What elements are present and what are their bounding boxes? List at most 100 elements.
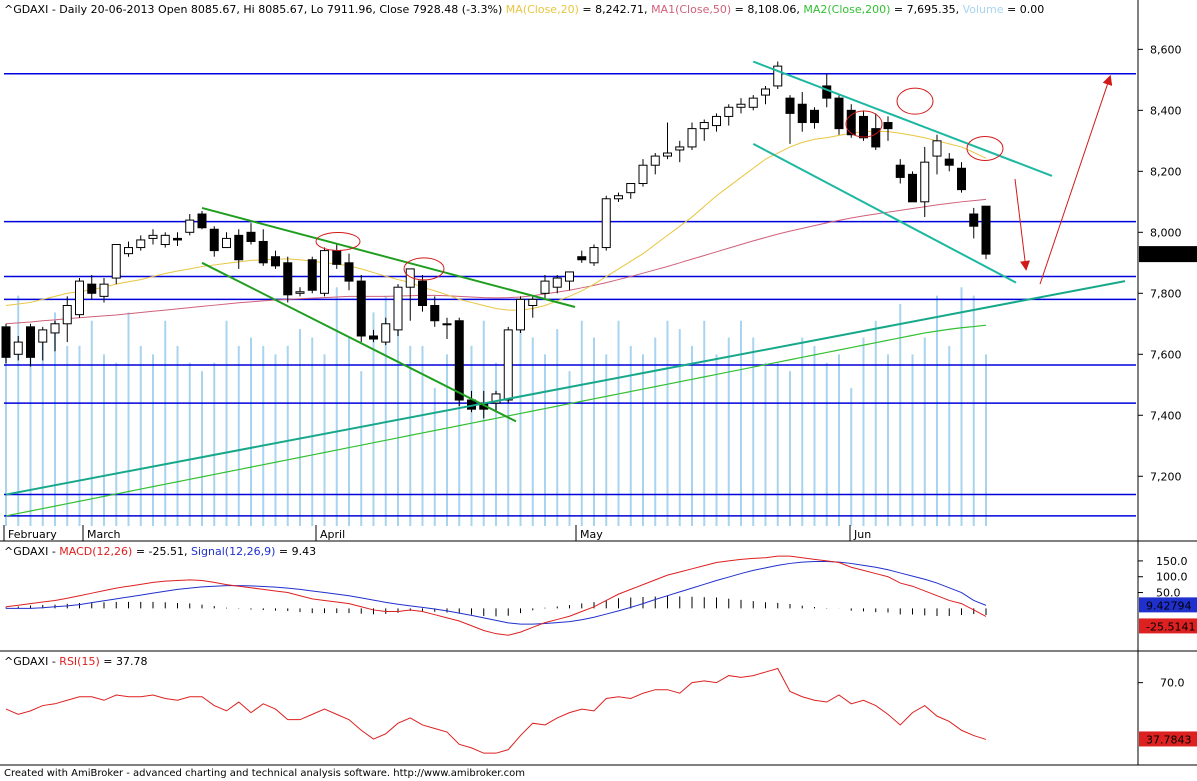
ma20-legend: MA(Close,20) bbox=[505, 3, 579, 16]
price-tick-label: 7,800 bbox=[1150, 287, 1182, 300]
candle-body-down bbox=[871, 128, 881, 148]
candle bbox=[136, 235, 146, 251]
candle-body-up bbox=[124, 247, 133, 255]
price-tick-label: 7,600 bbox=[1150, 348, 1182, 361]
candle-body-down bbox=[356, 280, 366, 337]
candle bbox=[369, 329, 378, 343]
signal-line bbox=[6, 561, 987, 625]
candle-body-down bbox=[834, 97, 844, 130]
candle-body-down bbox=[173, 237, 182, 241]
candle-body-up bbox=[528, 298, 538, 306]
candle-body-up bbox=[111, 244, 121, 279]
candle bbox=[50, 320, 60, 352]
candle bbox=[258, 229, 268, 266]
candle-body-down bbox=[785, 97, 795, 114]
candle-body-up bbox=[13, 341, 23, 355]
candle bbox=[687, 122, 697, 150]
month-label: May bbox=[580, 528, 603, 541]
candle bbox=[148, 229, 158, 245]
candle bbox=[969, 207, 979, 239]
candle bbox=[871, 113, 881, 150]
candle bbox=[834, 95, 844, 135]
candle bbox=[785, 95, 795, 144]
candle bbox=[13, 335, 23, 361]
candle bbox=[454, 317, 464, 407]
candle-body-up bbox=[748, 97, 758, 108]
candle bbox=[307, 256, 317, 294]
ma200-legend-value: = 7,695.35, bbox=[893, 3, 960, 16]
footer-credit: Created with AmiBroker - advanced charti… bbox=[4, 768, 526, 779]
rsi-header-prefix: ^GDAXI - bbox=[4, 655, 60, 668]
candle-body-up bbox=[516, 298, 525, 331]
candle bbox=[393, 284, 403, 336]
candle bbox=[516, 296, 525, 333]
rsi-panel: 70.0 37.7843 bbox=[5, 667, 1197, 754]
candle bbox=[467, 390, 476, 413]
teal-channel-upper bbox=[752, 60, 1053, 177]
candle bbox=[295, 287, 305, 297]
ma50-legend-value: = 8,108.06, bbox=[734, 3, 800, 16]
month-label: April bbox=[320, 528, 345, 541]
macd-legend-value: = -25.51, bbox=[132, 545, 192, 558]
rsi-panel-header: ^GDAXI - RSI(15) = 37.78 bbox=[4, 655, 147, 668]
rsi-value-label: 37.7843 bbox=[1146, 733, 1192, 746]
candle bbox=[736, 98, 746, 114]
candle-body-down bbox=[246, 231, 256, 242]
candle-body-down bbox=[859, 115, 868, 139]
candle bbox=[883, 116, 893, 141]
price-tick-label: 8,400 bbox=[1150, 104, 1182, 117]
candle bbox=[124, 241, 133, 257]
price-panel-header: ^GDAXI - Daily 20-06-2013 Open 8085.67, … bbox=[4, 3, 1044, 16]
highlight-circle bbox=[845, 110, 883, 138]
candle-body-up bbox=[540, 280, 550, 294]
price-tick-label: 8,600 bbox=[1150, 43, 1182, 56]
candle bbox=[540, 275, 550, 300]
candle-body-up bbox=[320, 250, 329, 294]
macd-tick-label: 100.0 bbox=[1156, 571, 1188, 584]
ma20-line bbox=[5, 130, 987, 311]
candle bbox=[675, 140, 685, 163]
macd-value-badge bbox=[1139, 618, 1197, 634]
candle-body-down bbox=[332, 250, 342, 265]
candle-body-up bbox=[650, 155, 660, 166]
candle-body-down bbox=[908, 173, 917, 203]
candle bbox=[197, 210, 207, 230]
candle bbox=[589, 244, 599, 266]
candle-body-down bbox=[418, 280, 427, 306]
candle-body-down bbox=[883, 122, 893, 130]
long-term-trendline bbox=[5, 280, 1126, 496]
candle-body-down bbox=[430, 304, 440, 322]
candle-body-down bbox=[369, 335, 378, 340]
candle bbox=[442, 317, 452, 340]
candle-body-up bbox=[614, 195, 623, 200]
price-tick-label: 7,400 bbox=[1150, 409, 1182, 422]
highlight-circle bbox=[315, 231, 361, 251]
highlight-circle bbox=[403, 257, 445, 281]
candle bbox=[332, 244, 342, 269]
month-label: March bbox=[87, 528, 121, 541]
ma50-line bbox=[5, 198, 987, 325]
highlight-circle bbox=[896, 87, 934, 115]
candle bbox=[528, 296, 538, 318]
candle bbox=[503, 326, 513, 404]
candle-body-down bbox=[577, 256, 587, 261]
candle-body-down bbox=[87, 283, 97, 294]
macd-value-label: -25.5141 bbox=[1146, 620, 1195, 633]
candle bbox=[246, 223, 256, 245]
candle-body-down bbox=[797, 103, 807, 124]
signal-value-label: 9.42794 bbox=[1146, 599, 1192, 612]
candle-body-down bbox=[810, 109, 819, 124]
candle-body-up bbox=[552, 277, 562, 288]
candle-body-up bbox=[663, 152, 672, 157]
candle-body-down bbox=[944, 158, 954, 166]
highlight-circle bbox=[966, 135, 1004, 161]
candle bbox=[895, 159, 905, 184]
candle-body-down bbox=[283, 262, 293, 296]
candle-body-up bbox=[222, 237, 231, 249]
candle-body-up bbox=[50, 323, 60, 334]
candle bbox=[663, 122, 672, 160]
green-channel-lower bbox=[201, 261, 517, 423]
candle bbox=[381, 317, 391, 346]
